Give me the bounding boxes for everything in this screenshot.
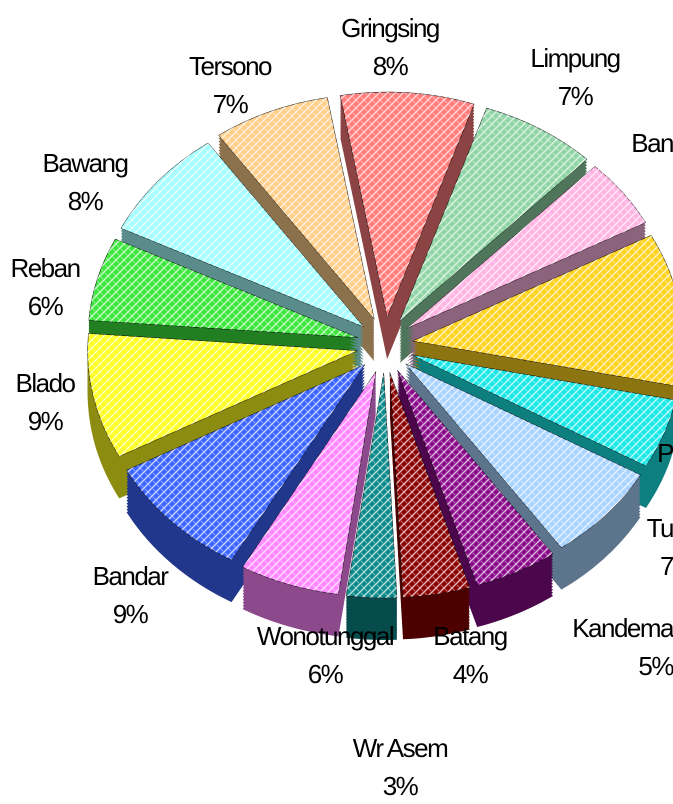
slice-label: Tu xyxy=(647,513,673,543)
slice-label: Batang xyxy=(433,621,506,651)
slice-label: Bawang xyxy=(43,148,128,178)
slice-pattern xyxy=(340,92,475,318)
slice-label: Kandema xyxy=(572,613,673,643)
slice-label: Ban xyxy=(631,128,673,158)
slice-pattern xyxy=(218,97,375,320)
slice-label: Reban xyxy=(10,253,79,283)
slice-label: Blado xyxy=(16,368,76,398)
slice-value-label: 6% xyxy=(308,659,344,689)
slice-value-label: 5% xyxy=(638,651,673,681)
slice-pattern xyxy=(126,364,365,561)
slice-pattern xyxy=(87,333,358,457)
slice-value-label: 7% xyxy=(213,89,249,119)
slice-pattern xyxy=(405,363,641,548)
slice-pattern xyxy=(412,235,673,386)
slice-value-label: 8% xyxy=(373,51,409,81)
slice-value-label: 3% xyxy=(383,771,419,801)
slice-label: Wonotunggal xyxy=(257,621,394,651)
slice-value-label: 8% xyxy=(68,186,104,216)
slice-value-label: 7 xyxy=(660,551,673,581)
slice-value-label: 9% xyxy=(113,599,149,629)
slice-label: Wr Asem xyxy=(353,733,447,763)
slice-pattern xyxy=(88,239,358,338)
slice-value-label: 6% xyxy=(28,291,64,321)
slice-pattern xyxy=(411,354,673,466)
slice-value-label: 4% xyxy=(453,659,489,689)
slice-value-label: 7% xyxy=(558,81,594,111)
slice-pattern xyxy=(397,370,553,586)
slice-pattern xyxy=(121,142,364,327)
slice-pattern xyxy=(399,108,588,322)
slice-pattern xyxy=(242,371,376,595)
slice-value-label: 9% xyxy=(28,406,64,436)
slice-label: Gringsing xyxy=(341,13,439,43)
slice-label: P xyxy=(657,438,673,468)
slice-label: Bandar xyxy=(93,561,170,591)
slice-label: Tersono xyxy=(189,51,272,81)
slice-pattern xyxy=(407,166,646,329)
slice-pattern xyxy=(389,372,470,598)
slice-pattern xyxy=(346,372,397,598)
slice-label: Limpung xyxy=(530,43,619,73)
